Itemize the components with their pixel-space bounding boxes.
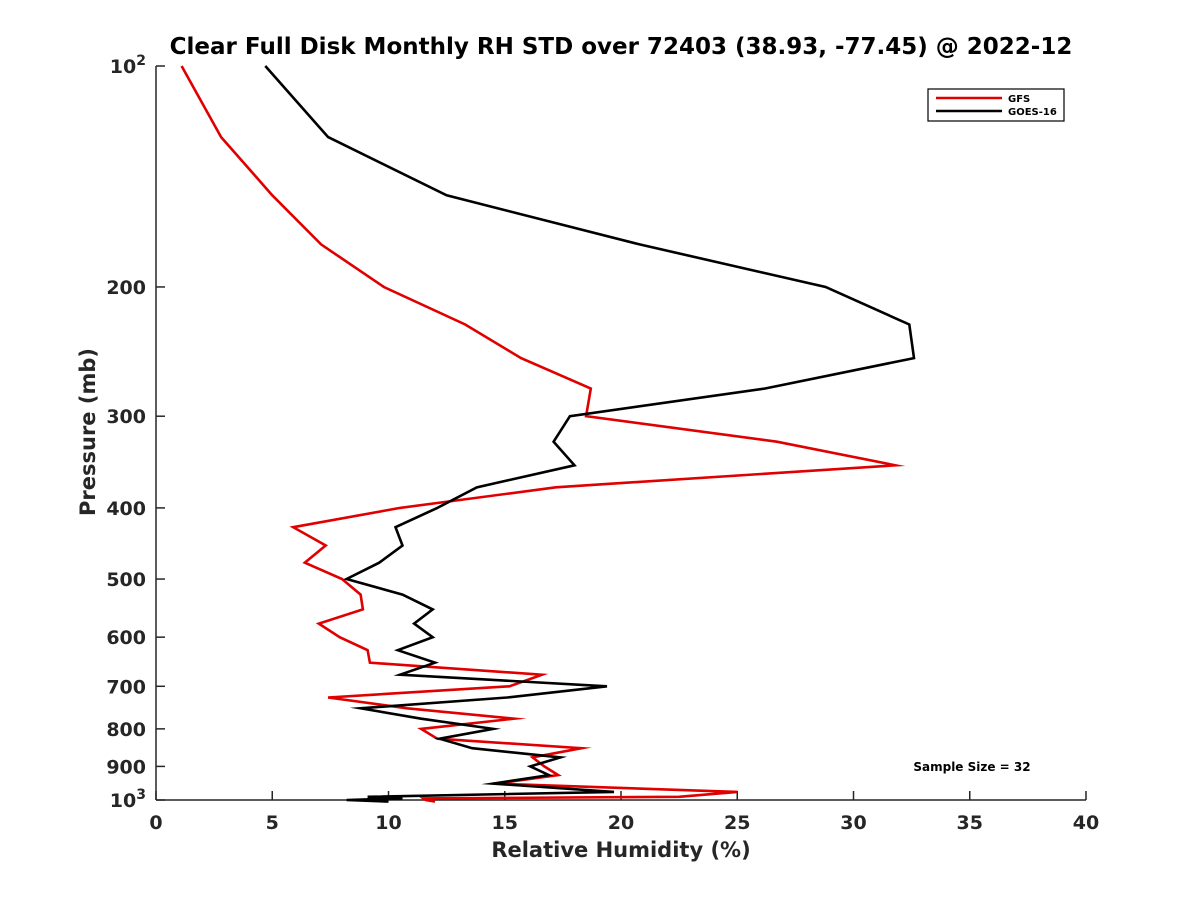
plot-axes: 0 5 10 15 20 25 30 35 40 102 200 300 400 500 600 700 800… [106,53,1099,834]
y-tick-label: 600 [106,627,146,649]
chart-title: Clear Full Disk Monthly RH STD over 7240… [170,34,1073,60]
series-line-goes-16 [264,65,916,803]
legend: GFS GOES-16 [927,88,1065,122]
x-axis-label: Relative Humidity (%) [491,838,750,862]
x-tick-label: 30 [840,812,866,834]
y-tick-label: 300 [106,406,146,428]
x-tick-label: 15 [492,812,518,834]
x-tick-label: 25 [724,812,750,834]
y-tick-label: 103 [110,787,146,812]
x-tick-label: 0 [149,812,162,834]
x-tick-label: 40 [1073,812,1099,834]
y-tick-label: 400 [106,498,146,520]
y-axis-label: Pressure (mb) [76,348,100,516]
y-tick-label: 700 [106,676,146,698]
legend-label: GOES-16 [1008,107,1057,118]
y-tick-label: 200 [106,277,146,299]
x-tick-label: 20 [608,812,634,834]
sample-size-annotation: Sample Size = 32 [913,760,1030,774]
x-tick-label: 5 [266,812,279,834]
y-tick-label: 500 [106,569,146,591]
legend-label: GFS [1008,94,1030,105]
legend-box [927,88,1065,122]
x-tick-label: 10 [375,812,401,834]
y-tick-label: 102 [110,53,146,78]
series-line-gfs [180,65,906,803]
y-tick-label: 900 [106,756,146,778]
series-layer [180,65,916,803]
y-tick-label: 800 [106,719,146,741]
x-tick-label: 35 [957,812,983,834]
